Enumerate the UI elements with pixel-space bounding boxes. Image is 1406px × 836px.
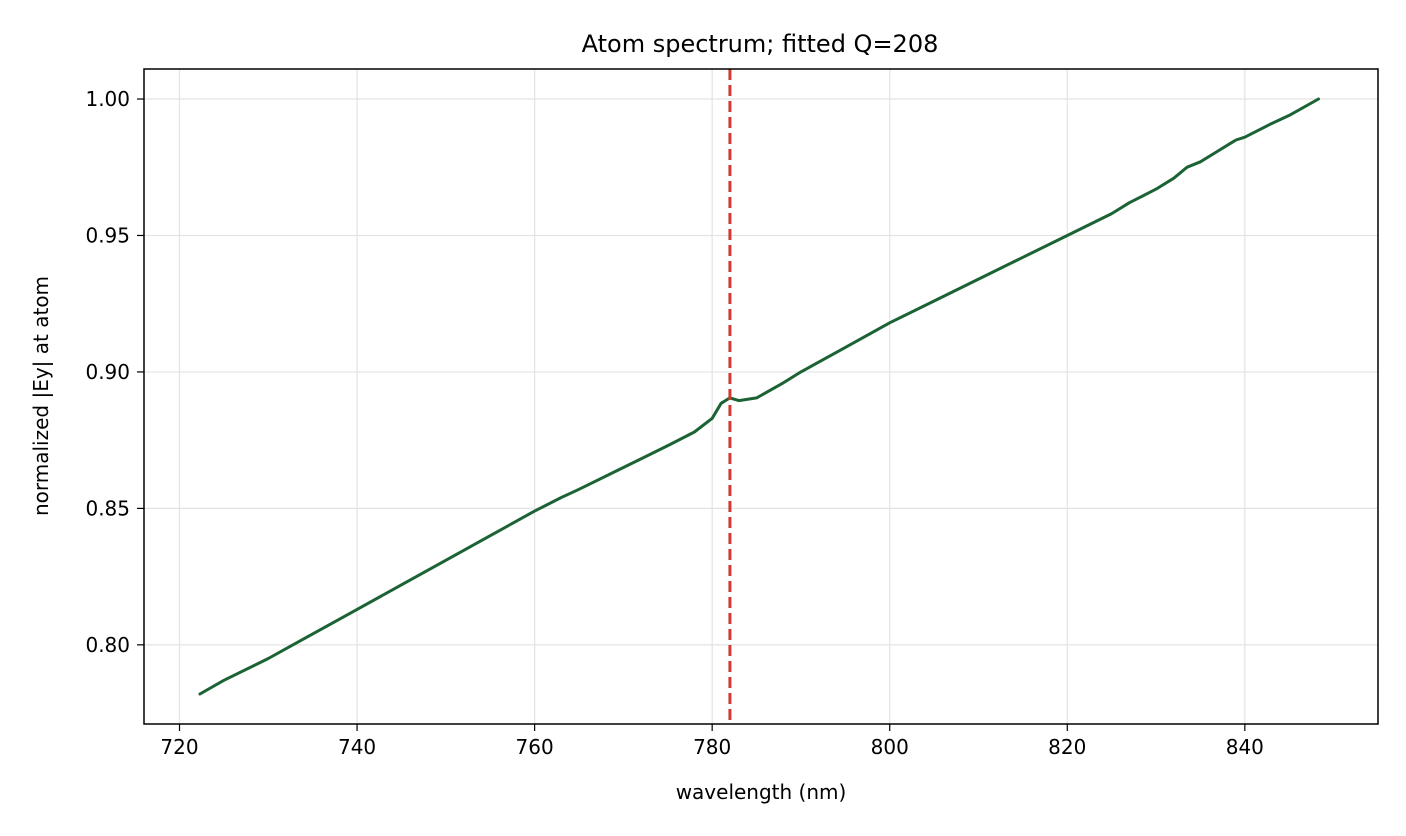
y-tick-label: 0.90 <box>85 360 130 384</box>
chart-title: Atom spectrum; fitted Q=208 <box>582 30 939 58</box>
series-line <box>198 97 1320 696</box>
y-axis-label: normalized |Ey| at atom <box>29 276 53 516</box>
x-tick-label: 720 <box>160 735 198 759</box>
grid <box>144 69 1378 724</box>
x-tick-label: 740 <box>338 735 376 759</box>
plot-area <box>198 69 1320 724</box>
y-tick-label: 0.85 <box>85 496 130 520</box>
plot-frame <box>143 68 1379 725</box>
x-tick-label: 800 <box>871 735 909 759</box>
y-tick-label: 1.00 <box>85 87 130 111</box>
x-tick-label: 780 <box>693 735 731 759</box>
x-axis-label: wavelength (nm) <box>676 780 847 804</box>
x-tick-label: 840 <box>1226 735 1264 759</box>
x-tick-label: 760 <box>516 735 554 759</box>
y-tick-label: 0.80 <box>85 633 130 657</box>
x-tick-label: 820 <box>1048 735 1086 759</box>
axes: 720 740 760 780 800 820 840 0.80 0.85 0.90 0.95 1.0… <box>85 87 1263 759</box>
y-tick-label: 0.95 <box>85 223 130 247</box>
